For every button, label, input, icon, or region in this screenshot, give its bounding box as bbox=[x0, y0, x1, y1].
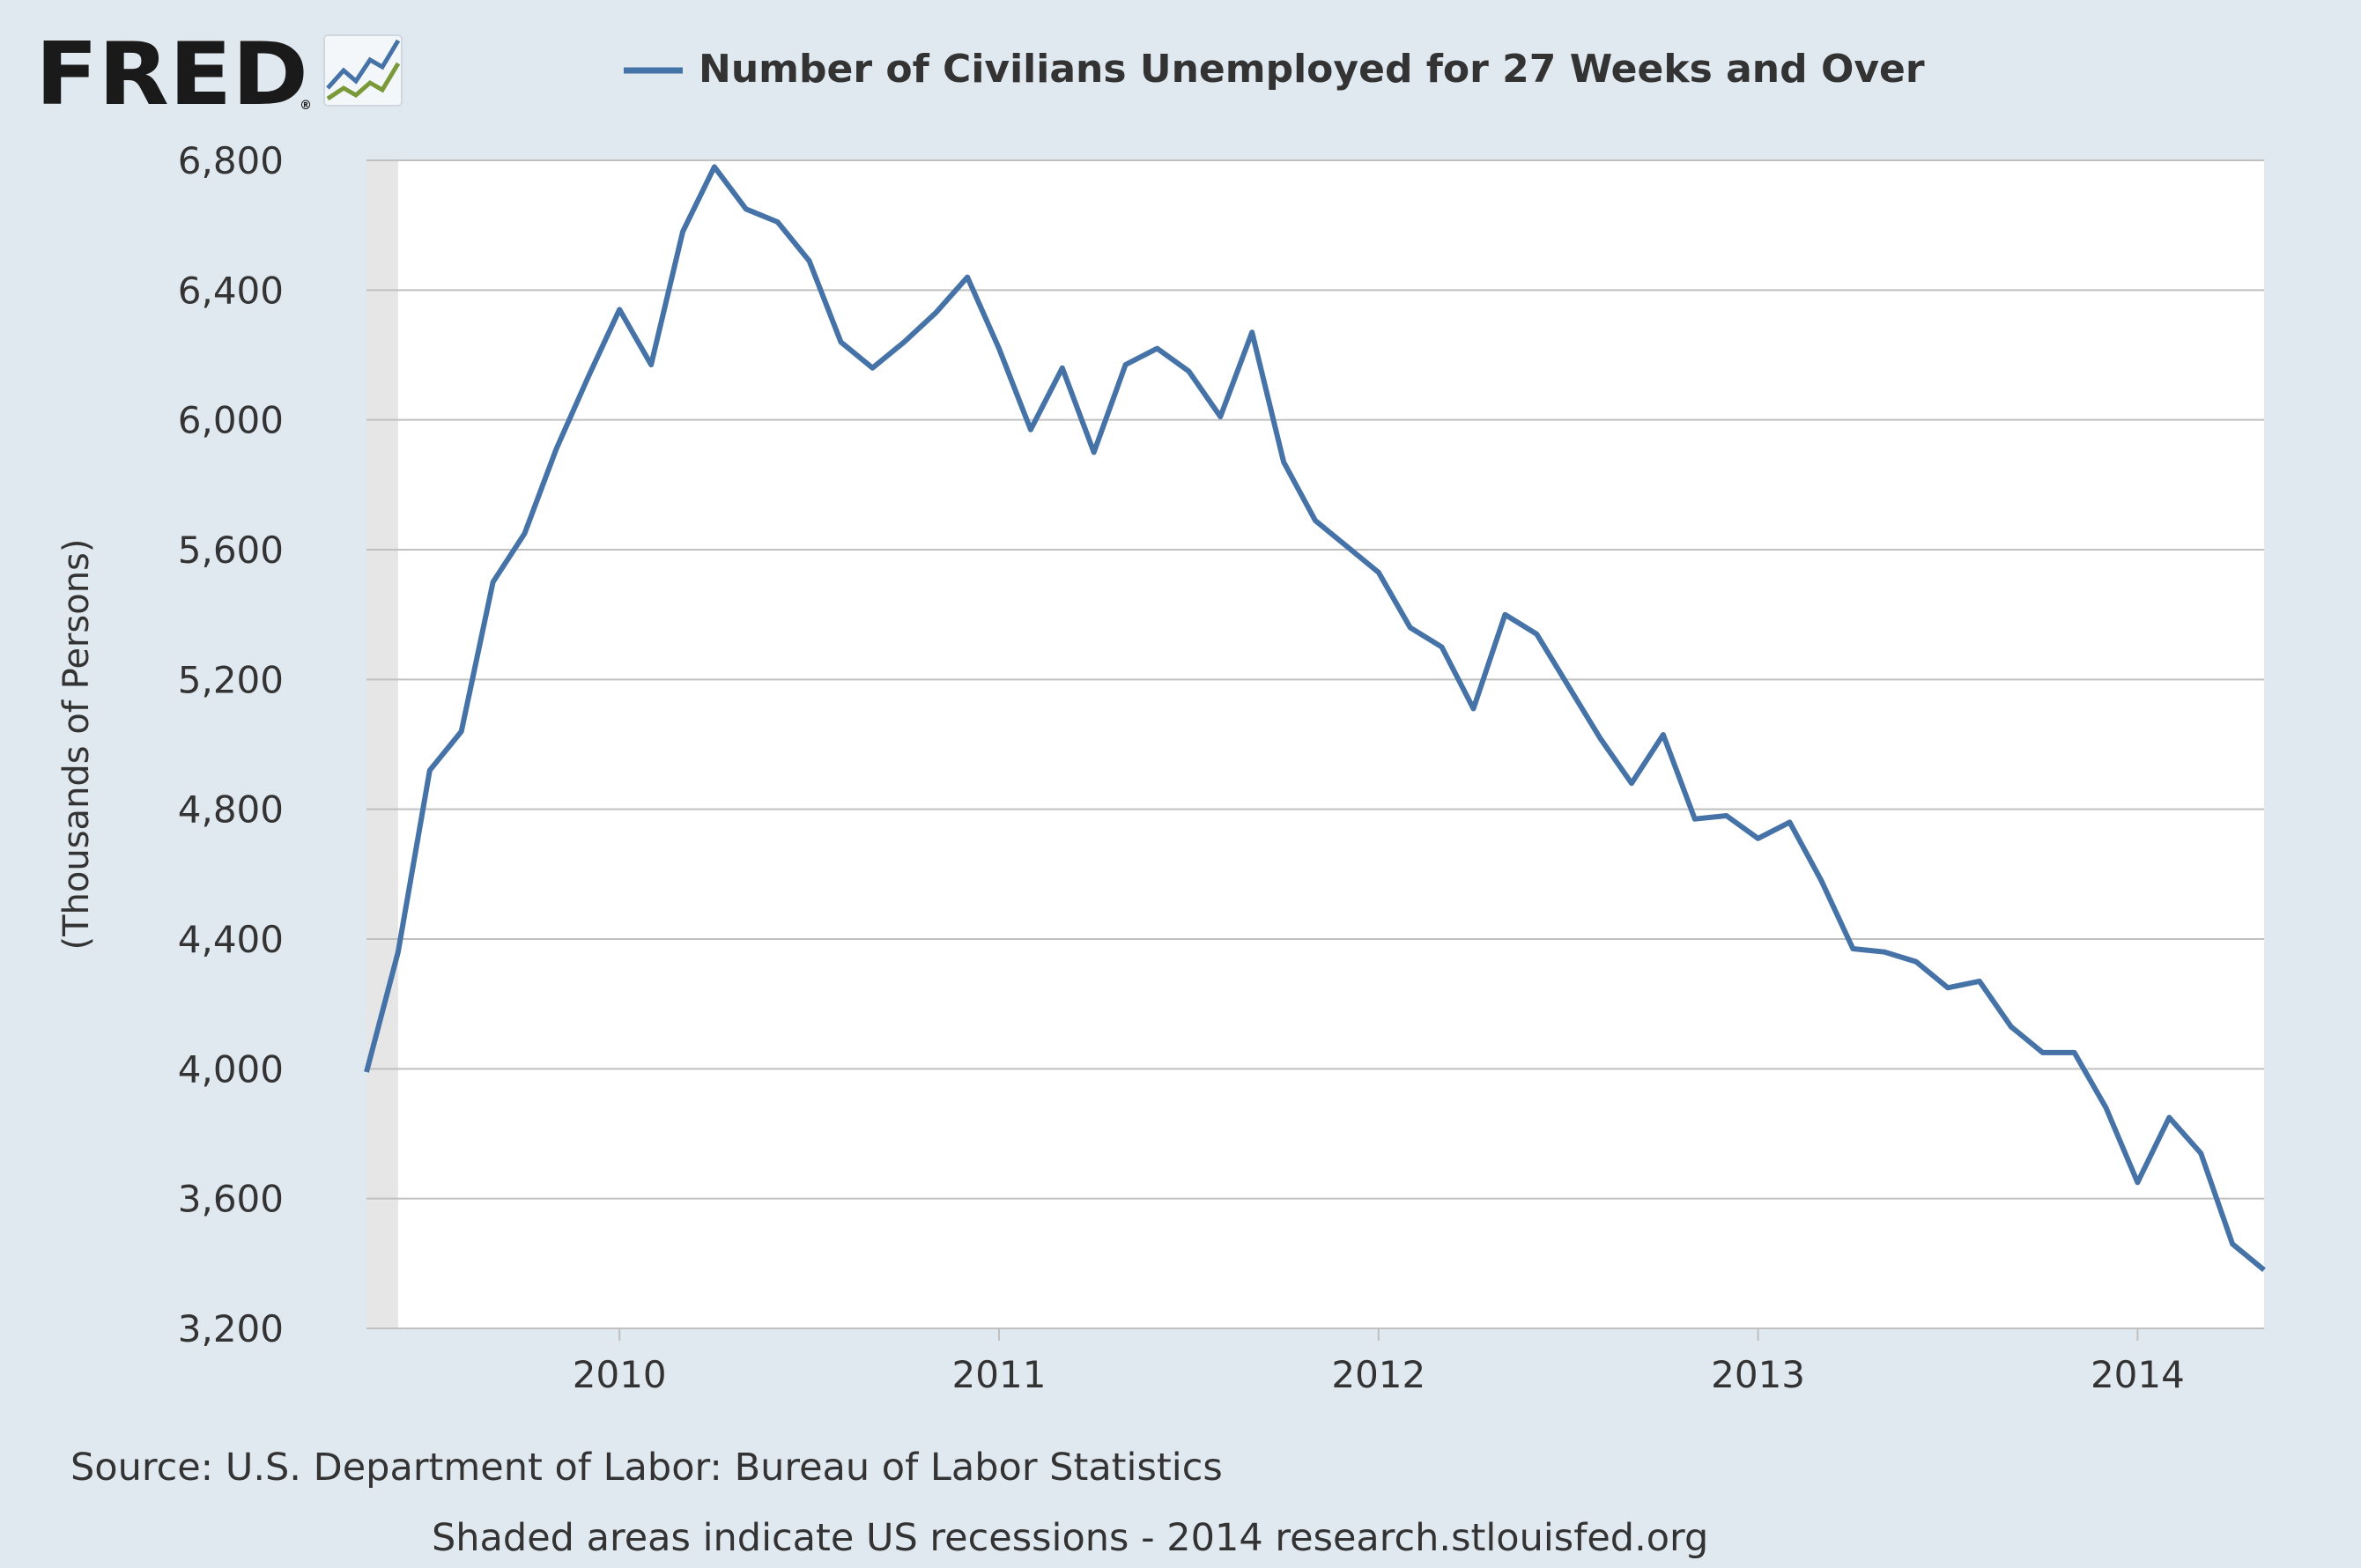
footer-text: Shaded areas indicate US recessions - 20… bbox=[432, 1516, 1708, 1560]
y-axis-ticks: 3,200 3,600 4,000 4,400 4,800 5,200 5,600 6,000… bbox=[178, 139, 284, 1350]
x-tick-label: 2011 bbox=[952, 1353, 1047, 1396]
y-tick-label: 6,800 bbox=[178, 139, 284, 182]
y-tick-label: 4,800 bbox=[178, 788, 284, 832]
x-tick-label: 2010 bbox=[573, 1353, 667, 1396]
source-text: Source: U.S. Department of Labor: Bureau… bbox=[70, 1446, 1223, 1490]
legend-series-label: Number of Civilians Unemployed for 27 We… bbox=[699, 47, 1925, 92]
y-tick-label: 5,600 bbox=[178, 529, 284, 572]
y-tick-label: 4,400 bbox=[178, 918, 284, 961]
recession-shading bbox=[366, 160, 398, 1328]
fred-logo-text: FRED bbox=[35, 25, 308, 125]
y-tick-label: 3,600 bbox=[178, 1178, 284, 1221]
x-axis-ticks: 2010 2011 2012 2013 2014 bbox=[366, 1328, 2264, 1396]
fred-graph-icon bbox=[323, 34, 403, 107]
registered-mark: ® bbox=[300, 99, 312, 113]
legend: Number of Civilians Unemployed for 27 We… bbox=[624, 47, 1925, 92]
y-tick-label: 5,200 bbox=[178, 658, 284, 701]
y-tick-label: 3,200 bbox=[178, 1307, 284, 1350]
x-tick-label: 2013 bbox=[1711, 1353, 1805, 1396]
y-tick-label: 6,000 bbox=[178, 399, 284, 442]
x-tick-label: 2014 bbox=[2091, 1353, 2185, 1396]
x-tick-label: 2012 bbox=[1331, 1353, 1425, 1396]
recession-band bbox=[366, 160, 398, 1328]
y-tick-label: 4,000 bbox=[178, 1047, 284, 1091]
series-points bbox=[366, 166, 2265, 1270]
y-axis-label: (Thousands of Persons) bbox=[56, 539, 97, 950]
fred-logo: FRED ® bbox=[35, 25, 403, 125]
plot-area bbox=[366, 160, 2264, 1328]
y-tick-label: 6,400 bbox=[178, 269, 284, 312]
